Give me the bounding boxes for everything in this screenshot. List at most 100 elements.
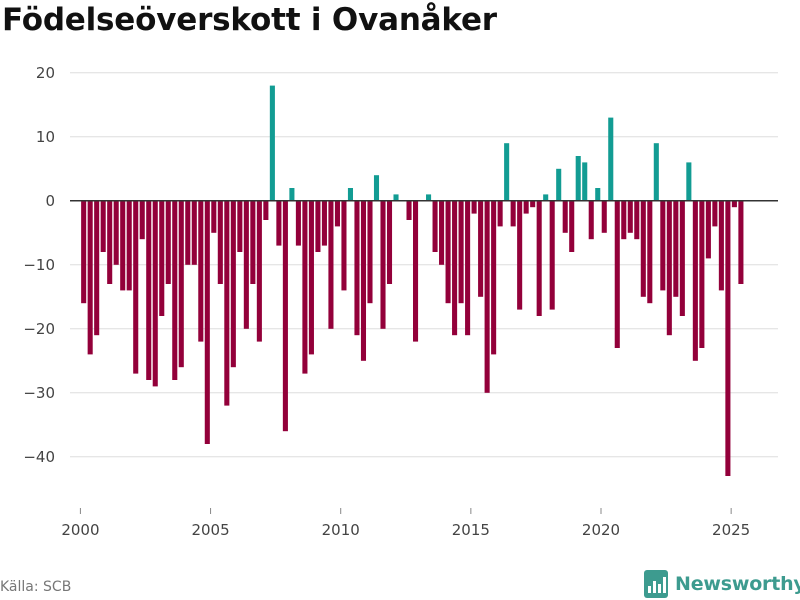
- bar: [230, 200, 236, 368]
- y-axis-ticks: 20 10 0 −10 −20 −30 −40: [23, 64, 55, 466]
- bar: [484, 200, 490, 393]
- chart-title: Födelseöverskott i Ovanåker: [2, 2, 497, 38]
- bar: [556, 168, 562, 201]
- bar: [465, 200, 471, 336]
- bar: [543, 194, 549, 201]
- bar: [673, 200, 679, 297]
- bar: [198, 200, 204, 342]
- bar: [491, 200, 497, 355]
- bar: [250, 200, 256, 284]
- y-tick-label: −10: [23, 256, 55, 274]
- bar: [152, 200, 158, 387]
- bar-chart-logo-icon: [644, 570, 668, 598]
- bar: [731, 200, 737, 208]
- bar: [321, 200, 327, 246]
- bar: [172, 200, 178, 380]
- bar: [328, 200, 334, 329]
- bar: [712, 200, 718, 227]
- bar: [165, 200, 171, 284]
- brand-logo[interactable]: Newsworthy: [644, 569, 800, 599]
- bar: [497, 200, 503, 227]
- y-tick-label: 0: [45, 192, 55, 210]
- bar: [647, 200, 653, 304]
- x-tick-label: 2010: [322, 521, 360, 539]
- bar: [562, 200, 568, 233]
- bar: [699, 200, 705, 348]
- y-tick-label: −40: [23, 448, 55, 466]
- bar: [705, 200, 711, 259]
- bar: [679, 200, 685, 316]
- bar: [601, 200, 607, 233]
- bar: [113, 200, 119, 265]
- y-tick-label: 10: [36, 128, 55, 146]
- x-tick-label: 2015: [452, 521, 490, 539]
- x-tick-label: 2025: [712, 521, 750, 539]
- bar: [692, 200, 698, 361]
- bar: [126, 200, 132, 291]
- bar: [582, 162, 588, 201]
- bar: [237, 200, 243, 252]
- bar: [614, 200, 620, 348]
- bar: [393, 194, 399, 201]
- bar: [373, 175, 380, 201]
- bar: [621, 200, 627, 240]
- bar: [386, 200, 393, 284]
- bar: [666, 200, 672, 336]
- bar: [413, 200, 419, 342]
- y-tick-label: −30: [23, 384, 55, 402]
- bar: [204, 200, 210, 444]
- bar: [439, 200, 445, 265]
- bar: [536, 200, 542, 316]
- bar: [100, 200, 106, 252]
- bar: [738, 200, 744, 284]
- bar: [133, 200, 139, 374]
- bar: [380, 200, 386, 329]
- bar: [191, 200, 197, 265]
- bar: [426, 194, 432, 201]
- bar: [549, 200, 555, 310]
- x-tick-label: 2000: [61, 521, 99, 539]
- bar: [588, 200, 594, 240]
- bar: [445, 200, 451, 304]
- y-tick-label: −20: [23, 320, 55, 338]
- x-tick-label: 2020: [582, 521, 620, 539]
- bar: [725, 200, 731, 477]
- bar: [569, 200, 575, 252]
- bar: [608, 117, 614, 201]
- bar: [360, 200, 367, 361]
- bar: [354, 200, 360, 336]
- bar: [367, 200, 373, 304]
- bar: [458, 200, 464, 304]
- bar: [595, 188, 601, 201]
- bar: [302, 200, 308, 374]
- bar: [517, 200, 523, 310]
- bar: [686, 162, 692, 201]
- bar: [94, 200, 100, 336]
- bar: [315, 200, 321, 252]
- bar: [139, 200, 145, 240]
- bar: [627, 200, 633, 233]
- bar: [159, 200, 165, 316]
- bar: [575, 156, 581, 201]
- bar: [269, 85, 275, 201]
- bar: [263, 200, 269, 220]
- bar: [217, 200, 223, 284]
- bar: [107, 200, 113, 284]
- bar: [289, 188, 295, 201]
- bar: [308, 200, 314, 355]
- bar: [478, 200, 484, 297]
- bar: [341, 200, 347, 291]
- bar: [243, 200, 249, 329]
- bar: [523, 200, 529, 214]
- bar: [295, 200, 301, 246]
- bar: [510, 200, 516, 227]
- bar: [256, 200, 262, 342]
- x-axis-ticks: 2000 2005 2010 2015 2020 2025: [61, 508, 750, 539]
- bar: [347, 188, 354, 201]
- x-tick-label: 2005: [191, 521, 229, 539]
- bar: [530, 200, 536, 208]
- bar: [452, 200, 458, 336]
- bar: [634, 200, 640, 240]
- bar: [81, 200, 87, 304]
- bar: [653, 143, 659, 201]
